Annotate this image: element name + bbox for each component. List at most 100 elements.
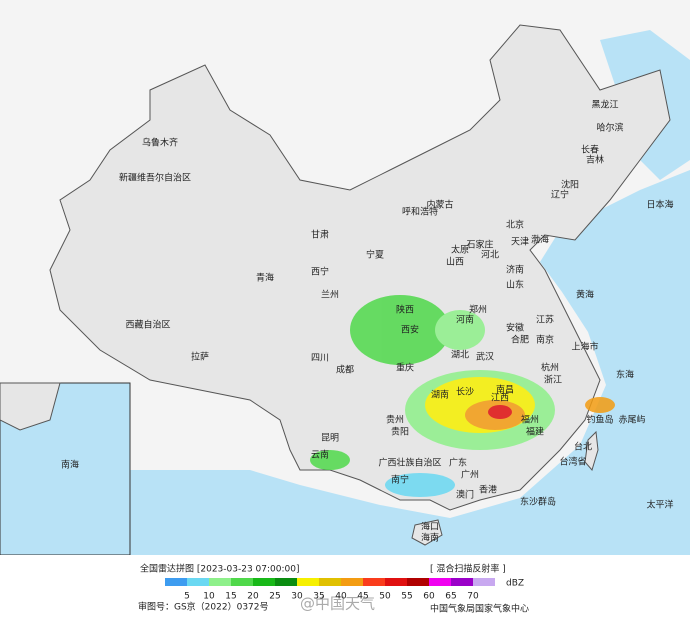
place-label: 广西壮族自治区 bbox=[378, 457, 441, 469]
place-label: 太平洋 bbox=[646, 499, 673, 511]
legend-level: 5 bbox=[184, 592, 190, 602]
place-label: 黑龙江 bbox=[591, 99, 618, 111]
place-label: 南海 bbox=[61, 459, 79, 471]
hainan-island bbox=[411, 519, 443, 546]
legend-swatch bbox=[451, 578, 473, 586]
place-label: 河北 bbox=[481, 249, 499, 261]
place-label: 新疆维吾尔自治区 bbox=[119, 172, 191, 184]
place-label: 太原 bbox=[451, 244, 469, 256]
approval-number: 审图号：GS京（2022）0372号 bbox=[138, 601, 269, 613]
place-label: 广东 bbox=[449, 457, 467, 469]
place-label: 江西 bbox=[491, 393, 509, 404]
legend-level: 70 bbox=[467, 592, 479, 602]
place-label: 日本海 bbox=[646, 199, 673, 211]
legend-level: 35 bbox=[313, 592, 324, 602]
legend-swatch bbox=[209, 578, 231, 586]
legend-swatch bbox=[341, 578, 363, 586]
place-label: 安徽 bbox=[506, 322, 524, 334]
place-label: 河南 bbox=[456, 314, 474, 326]
place-label: 江苏 bbox=[536, 314, 554, 326]
legend-title: 全国雷达拼图 [2023-03-23 07:00:00] bbox=[140, 563, 299, 575]
place-label: 海南 bbox=[421, 532, 439, 544]
place-label: 海口 bbox=[421, 521, 439, 533]
place-label: 四川 bbox=[311, 354, 329, 364]
place-label: 澳门 bbox=[456, 489, 474, 501]
legend-level: 10 bbox=[203, 592, 215, 602]
legend-swatch bbox=[253, 578, 275, 586]
place-label: 广州 bbox=[461, 469, 479, 481]
place-label: 钓鱼岛 bbox=[586, 414, 613, 426]
legend-swatch bbox=[319, 578, 341, 586]
legend-level: 65 bbox=[445, 592, 456, 602]
place-label: 赤尾屿 bbox=[618, 415, 645, 426]
place-label: 哈尔滨 bbox=[596, 122, 623, 134]
legend-level: 50 bbox=[379, 592, 391, 602]
place-label: 济南 bbox=[506, 264, 524, 276]
place-label: 呼和浩特 bbox=[402, 206, 438, 218]
place-label: 南昌 bbox=[496, 384, 514, 396]
place-label: 渤海 bbox=[531, 234, 549, 246]
place-label: 沈阳 bbox=[561, 179, 579, 191]
place-label: 吉林 bbox=[586, 154, 604, 166]
legend-unit: dBZ bbox=[506, 579, 524, 589]
echo bbox=[585, 397, 615, 413]
place-label: 成都 bbox=[336, 364, 354, 376]
place-label: 上海市 bbox=[571, 341, 598, 353]
place-label: 福建 bbox=[526, 426, 544, 438]
place-label: 湖南 bbox=[431, 389, 449, 401]
place-label: 福州 bbox=[521, 414, 539, 426]
legend-swatch bbox=[187, 578, 209, 586]
place-label: 台湾省 bbox=[559, 456, 586, 468]
place-label: 青海 bbox=[256, 272, 274, 284]
legend-level: 20 bbox=[247, 592, 259, 602]
place-label: 贵州 bbox=[386, 414, 404, 426]
place-label: 郑州 bbox=[469, 304, 487, 316]
place-label: 山西 bbox=[446, 257, 464, 268]
place-label: 南宁 bbox=[391, 474, 409, 486]
legend-swatch bbox=[165, 578, 187, 586]
place-label: 台北 bbox=[574, 441, 592, 453]
legend-swatch bbox=[297, 578, 319, 586]
legend-level: 45 bbox=[357, 592, 368, 602]
place-label: 云南 bbox=[311, 449, 329, 461]
legend-level: 55 bbox=[401, 592, 412, 602]
place-label: 兰州 bbox=[321, 289, 339, 301]
sea bbox=[130, 170, 690, 555]
place-label: 昆明 bbox=[321, 433, 339, 444]
legend-level: 40 bbox=[335, 592, 347, 602]
place-label: 西安 bbox=[401, 324, 419, 336]
echo bbox=[350, 295, 450, 365]
legend-level: 15 bbox=[225, 592, 236, 602]
legend-level: 25 bbox=[269, 592, 280, 602]
place-label: 天津 bbox=[511, 237, 529, 248]
place-label: 长春 bbox=[581, 144, 599, 156]
place-label: 山东 bbox=[506, 279, 524, 291]
place-label: 陕西 bbox=[396, 304, 414, 316]
place-label: 宁夏 bbox=[366, 249, 384, 261]
legend-swatch bbox=[407, 578, 429, 586]
inset-land bbox=[0, 382, 61, 431]
place-label: 武汉 bbox=[476, 351, 494, 363]
taiwan-island bbox=[584, 430, 599, 472]
echo bbox=[385, 473, 455, 497]
legend-panel bbox=[0, 555, 690, 618]
source: 中国气象局国家气象中心 bbox=[430, 603, 529, 615]
watermark: @中国天气 bbox=[300, 595, 375, 613]
place-label: 内蒙古 bbox=[426, 199, 453, 211]
echo bbox=[310, 450, 350, 470]
place-label: 合肥 bbox=[511, 334, 529, 346]
legend-swatch bbox=[231, 578, 253, 586]
legend-product: [ 混合扫描反射率 ] bbox=[430, 563, 506, 575]
legend-swatch bbox=[385, 578, 407, 586]
place-label: 北京 bbox=[506, 219, 524, 231]
place-label: 西宁 bbox=[311, 266, 329, 278]
legend-swatch bbox=[473, 578, 495, 586]
place-label: 乌鲁木齐 bbox=[142, 137, 178, 149]
legend-swatch bbox=[275, 578, 297, 586]
legend-level: 60 bbox=[423, 592, 435, 602]
place-label: 东海 bbox=[616, 369, 634, 381]
place-label: 长沙 bbox=[456, 386, 474, 398]
radar-echoes bbox=[310, 295, 615, 497]
